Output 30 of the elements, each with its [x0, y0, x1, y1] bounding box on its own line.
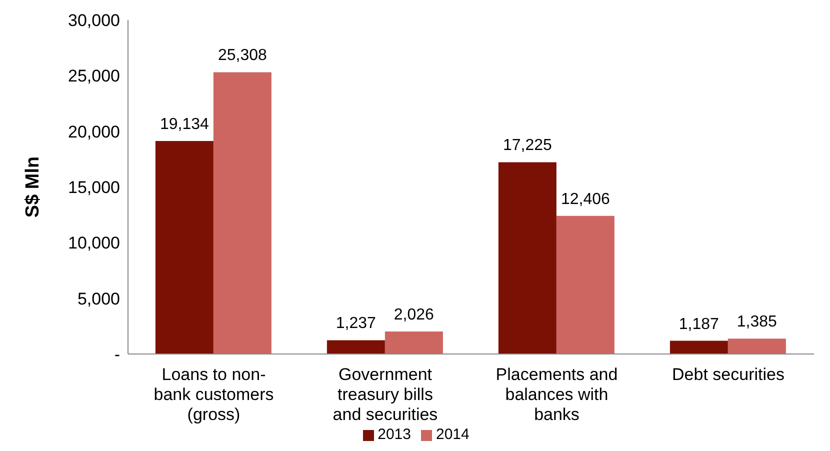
data-label: 25,308	[218, 47, 268, 64]
legend-label: 2013	[378, 426, 411, 443]
x-tick-label: Placements and balances with banks	[496, 365, 618, 424]
bar	[326, 340, 385, 354]
data-label: 17,225	[502, 137, 552, 154]
bar	[728, 338, 786, 354]
y-tick-label: 30,000	[68, 11, 120, 30]
y-tick-label: -	[114, 345, 120, 364]
y-axis-title: S$ Mln	[22, 156, 44, 218]
x-tick-label: Government treasury bills and securities	[332, 365, 438, 424]
bar	[498, 162, 556, 354]
bar	[670, 340, 728, 354]
data-label: 1,237	[336, 315, 376, 332]
x-tick-label: Debt securities	[672, 365, 784, 384]
y-tick-label: 15,000	[68, 178, 120, 198]
data-label: 19,134	[160, 116, 210, 133]
bar	[213, 72, 272, 354]
x-tick-label: Loans to non-bank customers (gross)	[154, 365, 274, 424]
bar	[556, 216, 614, 354]
y-tick-label: 5,000	[77, 289, 120, 308]
legend-label: 2014	[436, 426, 470, 443]
y-tick-label: 10,000	[68, 234, 120, 253]
data-label: 1,385	[736, 314, 778, 331]
data-label: 2,026	[394, 306, 434, 324]
y-tick-label: 25,000	[68, 66, 120, 86]
data-label: 1,187	[678, 316, 720, 333]
bar	[384, 331, 443, 354]
y-tick-label: 20,000	[68, 122, 120, 142]
data-label: 12,406	[560, 190, 610, 208]
bar	[155, 140, 214, 354]
